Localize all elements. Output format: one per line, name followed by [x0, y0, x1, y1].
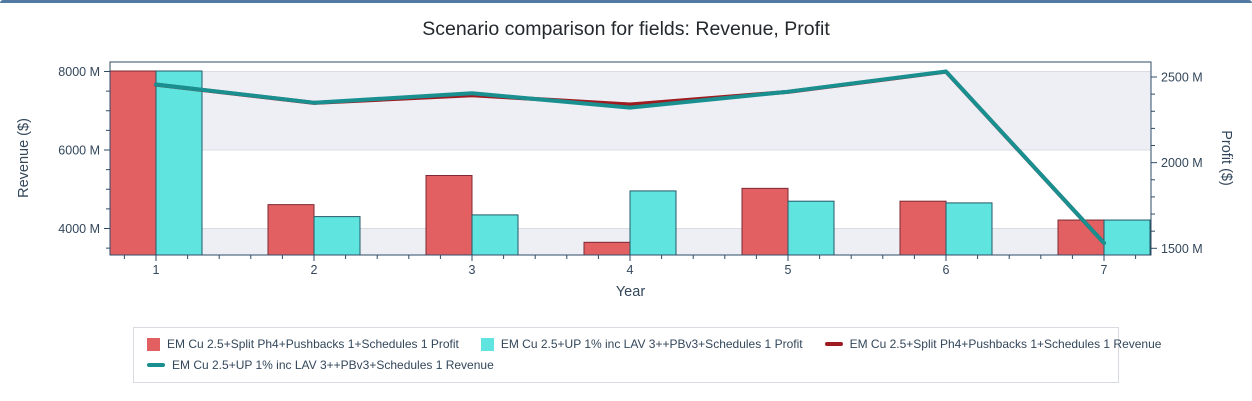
- legend-item[interactable]: EM Cu 2.5+Split Ph4+Pushbacks 1+Schedule…: [824, 337, 1162, 351]
- x-tick-label: 4: [627, 263, 634, 277]
- revenue-line-scenario2: [154, 69, 1106, 245]
- legend-row: EM Cu 2.5+UP 1% inc LAV 3++PBv3+Schedule…: [147, 358, 1105, 372]
- y-right-tick-label: 1500 M: [1161, 242, 1203, 256]
- x-tick-label: 3: [469, 263, 476, 277]
- legend-item-label: EM Cu 2.5+UP 1% inc LAV 3++PBv3+Schedule…: [500, 337, 803, 351]
- bar-profit-scenario1: [899, 200, 947, 256]
- bar-profit-scenario2: [313, 216, 361, 256]
- bar-profit-scenario2: [1103, 219, 1151, 256]
- bar-profit-scenario1: [109, 70, 157, 256]
- y-right-tick-label: 2000 M: [1161, 156, 1203, 170]
- legend-row: EM Cu 2.5+Split Ph4+Pushbacks 1+Schedule…: [147, 337, 1161, 351]
- bar-profit-scenario1: [425, 174, 473, 256]
- bar-profit-scenario2: [629, 190, 677, 256]
- x-tick-label: 1: [153, 263, 160, 277]
- legend-item[interactable]: EM Cu 2.5+UP 1% inc LAV 3++PBv3+Schedule…: [147, 358, 494, 372]
- chart-legend: EM Cu 2.5+Split Ph4+Pushbacks 1+Schedule…: [133, 327, 1161, 383]
- panel-top-border: [0, 0, 1252, 3]
- left-axis-title: Revenue ($): [16, 118, 32, 198]
- y-left-tick-label: 6000 M: [58, 144, 100, 158]
- y-right-tick-label: 2500 M: [1161, 71, 1203, 85]
- bar-profit-scenario2: [945, 202, 993, 256]
- bar-profit-scenario2: [155, 70, 203, 256]
- legend-line-swatch: [824, 342, 843, 346]
- plot-band: [110, 71, 1151, 150]
- legend-item[interactable]: EM Cu 2.5+UP 1% inc LAV 3++PBv3+Schedule…: [480, 337, 803, 351]
- legend-item-label: EM Cu 2.5+Split Ph4+Pushbacks 1+Schedule…: [167, 337, 459, 351]
- legend-item-label: EM Cu 2.5+UP 1% inc LAV 3++PBv3+Schedule…: [172, 358, 494, 372]
- legend-bar-swatch: [147, 337, 160, 351]
- right-axis-title: Profit ($): [1218, 130, 1234, 186]
- legend-item[interactable]: EM Cu 2.5+Split Ph4+Pushbacks 1+Schedule…: [147, 337, 459, 351]
- bar-profit-scenario2: [471, 214, 519, 256]
- bar-profit-scenario1: [741, 187, 789, 256]
- bar-profit-scenario1: [583, 241, 631, 256]
- legend-bar-swatch: [480, 337, 494, 351]
- legend-line-swatch: [147, 363, 165, 367]
- bar-profit-scenario1: [267, 204, 315, 256]
- y-left-tick-label: 4000 M: [58, 222, 100, 236]
- x-tick-label: 2: [311, 263, 318, 277]
- x-tick-label: 5: [785, 263, 792, 277]
- x-tick-label: 6: [943, 263, 950, 277]
- legend-item-label: EM Cu 2.5+Split Ph4+Pushbacks 1+Schedule…: [849, 337, 1162, 351]
- y-left-tick-label: 8000 M: [58, 65, 100, 79]
- bar-profit-scenario2: [787, 200, 835, 256]
- chart-plot-area: 8000 M 6000 M 4000 M 2500 M 2000 M 1500 M 1 2 3 4…: [16, 61, 1234, 300]
- x-tick-label: 7: [1101, 263, 1108, 277]
- x-axis-title: Year: [616, 284, 645, 300]
- chart-title: Scenario comparison for fields: Revenue,…: [422, 18, 830, 40]
